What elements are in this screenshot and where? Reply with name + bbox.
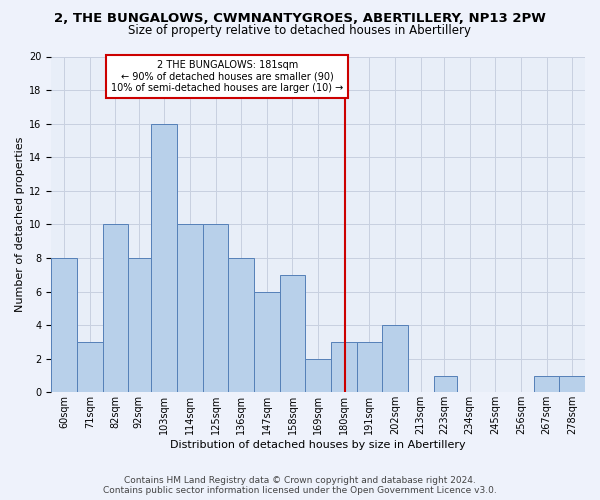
Bar (559, 376, 585, 392)
Text: Contains HM Land Registry data © Crown copyright and database right 2024.
Contai: Contains HM Land Registry data © Crown c… (103, 476, 497, 495)
Bar (103, 224, 128, 392)
Bar (534, 376, 559, 392)
Bar (51, 258, 77, 392)
Bar (331, 342, 356, 392)
Y-axis label: Number of detached properties: Number of detached properties (15, 136, 25, 312)
Bar (77, 342, 103, 392)
Bar (203, 224, 229, 392)
Bar (434, 376, 457, 392)
Bar (229, 258, 254, 392)
Text: 2 THE BUNGALOWS: 181sqm
← 90% of detached houses are smaller (90)
10% of semi-de: 2 THE BUNGALOWS: 181sqm ← 90% of detache… (111, 60, 343, 93)
Bar (305, 358, 331, 392)
Bar (280, 275, 305, 392)
Bar (382, 325, 408, 392)
X-axis label: Distribution of detached houses by size in Abertillery: Distribution of detached houses by size … (170, 440, 466, 450)
Bar (254, 292, 280, 392)
Bar (356, 342, 382, 392)
Text: 2, THE BUNGALOWS, CWMNANTYGROES, ABERTILLERY, NP13 2PW: 2, THE BUNGALOWS, CWMNANTYGROES, ABERTIL… (54, 12, 546, 24)
Bar (151, 124, 177, 392)
Text: Size of property relative to detached houses in Abertillery: Size of property relative to detached ho… (128, 24, 472, 37)
Bar (128, 258, 151, 392)
Bar (177, 224, 203, 392)
